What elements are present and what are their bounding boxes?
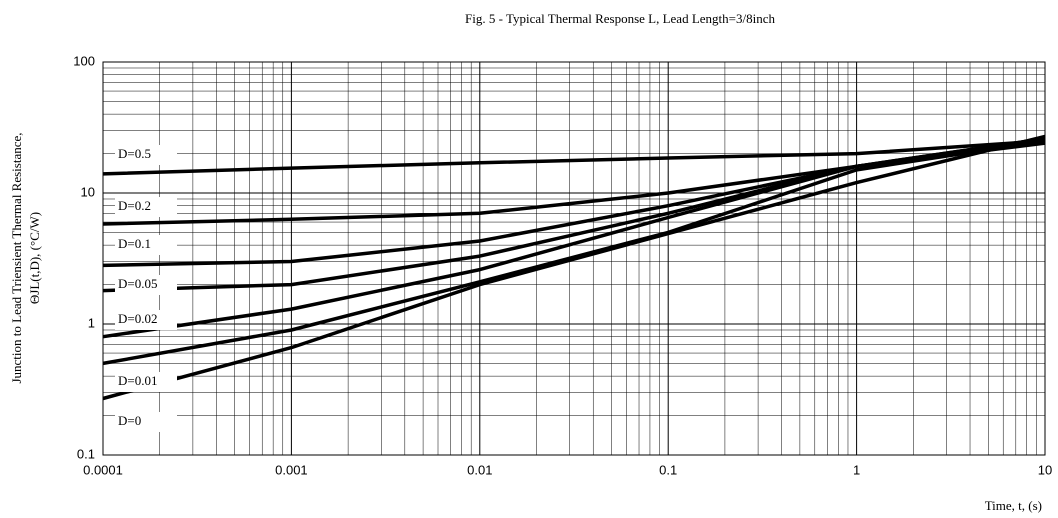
series-line xyxy=(102,141,1046,339)
x-tick-label: 10 xyxy=(1038,462,1052,477)
series-label-bg xyxy=(115,372,177,392)
series-label-bg xyxy=(115,197,177,217)
series-label: D=0.01 xyxy=(118,373,157,388)
series-line xyxy=(102,134,1046,401)
x-tick-label: 0.1 xyxy=(659,462,677,477)
y-axis-label: Junction to Lead Triensient Thermal Resi… xyxy=(9,132,42,383)
series-label: D=0.1 xyxy=(118,236,151,251)
series-label-bg xyxy=(115,412,177,432)
chart-title: Fig. 5 - Typical Thermal Response L, Lea… xyxy=(465,11,775,26)
series-label-bg xyxy=(115,235,177,255)
y-tick-label: 1 xyxy=(88,315,95,330)
x-tick-label: 0.001 xyxy=(275,462,308,477)
x-tick-label: 0.0001 xyxy=(83,462,123,477)
series-label-bg xyxy=(115,145,177,165)
series-label: D=0 xyxy=(118,413,141,428)
y-tick-label: 100 xyxy=(73,53,95,68)
series-label-bg xyxy=(115,275,177,295)
y-tick-label: 10 xyxy=(81,184,95,199)
series-label: D=0.2 xyxy=(118,198,151,213)
x-tick-label: 1 xyxy=(853,462,860,477)
series-label: D=0.05 xyxy=(118,276,157,291)
y-axis-label-line: Junction to Lead Triensient Thermal Resi… xyxy=(9,132,24,383)
x-axis-label: Time, t, (s) xyxy=(985,498,1042,513)
series-line xyxy=(102,139,1046,176)
series-label: D=0.5 xyxy=(118,146,151,161)
series-label-bg xyxy=(115,310,177,330)
series-line xyxy=(102,139,1046,366)
y-tick-label: 0.1 xyxy=(77,446,95,461)
x-tick-label: 0.01 xyxy=(467,462,492,477)
y-axis-label-line: ΘJL(t,D), (°C/W) xyxy=(27,212,42,304)
series-label: D=0.02 xyxy=(118,311,157,326)
